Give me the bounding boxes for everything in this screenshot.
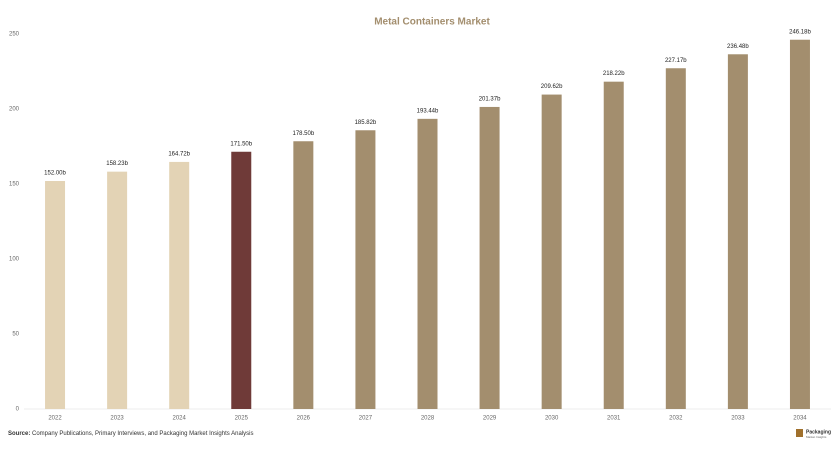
bar bbox=[355, 130, 376, 409]
x-tick-label: 2024 bbox=[173, 416, 187, 422]
bar bbox=[541, 94, 562, 409]
x-tick-label: 2028 bbox=[421, 416, 435, 422]
x-tick-label: 2029 bbox=[483, 416, 497, 422]
source-label: Source: bbox=[8, 431, 30, 437]
y-tick-label: 0 bbox=[16, 407, 20, 413]
bar bbox=[479, 106, 500, 409]
bar bbox=[417, 118, 438, 409]
value-label: 185.82b bbox=[355, 120, 377, 126]
x-tick-label: 2030 bbox=[545, 416, 559, 422]
y-tick-label: 100 bbox=[9, 257, 20, 263]
y-tick-label: 50 bbox=[12, 332, 19, 338]
value-label: 201.37b bbox=[479, 97, 501, 103]
x-tick-label: 2023 bbox=[110, 416, 124, 422]
y-tick-label: 200 bbox=[9, 107, 20, 113]
value-label: 246.18b bbox=[789, 29, 811, 35]
value-label: 158.23b bbox=[106, 161, 128, 167]
value-label: 178.50b bbox=[292, 131, 314, 137]
bar bbox=[293, 141, 314, 409]
bar bbox=[789, 39, 810, 409]
source-text: Company Publications, Primary Interviews… bbox=[32, 431, 253, 437]
bar bbox=[169, 161, 190, 409]
bar bbox=[45, 181, 66, 409]
chart-title: Metal Containers Market bbox=[374, 17, 490, 28]
x-tick-label: 2033 bbox=[731, 416, 745, 422]
bar bbox=[231, 151, 252, 409]
y-tick-label: 250 bbox=[9, 32, 20, 38]
x-tick-label: 2027 bbox=[359, 416, 373, 422]
value-label: 218.22b bbox=[603, 71, 625, 77]
source: Source: Company Publications, Primary In… bbox=[8, 431, 253, 437]
bar bbox=[603, 81, 624, 410]
x-tick-label: 2025 bbox=[235, 416, 249, 422]
x-tick-label: 2032 bbox=[669, 416, 683, 422]
logo-title: Packaging bbox=[806, 429, 831, 435]
x-tick-label: 2034 bbox=[793, 416, 807, 422]
bar bbox=[727, 54, 748, 409]
bar bbox=[665, 68, 686, 410]
logo-subtitle: Market Insights bbox=[806, 435, 827, 439]
value-label: 193.44b bbox=[417, 108, 439, 114]
value-label: 209.62b bbox=[541, 84, 563, 90]
x-tick-label: 2026 bbox=[297, 416, 311, 422]
x-tick-label: 2022 bbox=[48, 416, 62, 422]
value-label: 227.17b bbox=[665, 58, 687, 64]
value-label: 236.48b bbox=[727, 44, 749, 50]
value-label: 171.50b bbox=[230, 141, 252, 147]
y-tick-label: 150 bbox=[9, 182, 20, 188]
value-label: 164.72b bbox=[168, 151, 190, 157]
logo-icon bbox=[796, 429, 803, 437]
x-tick-label: 2031 bbox=[607, 416, 621, 422]
value-label: 152.00b bbox=[44, 171, 66, 177]
bar bbox=[107, 171, 128, 409]
